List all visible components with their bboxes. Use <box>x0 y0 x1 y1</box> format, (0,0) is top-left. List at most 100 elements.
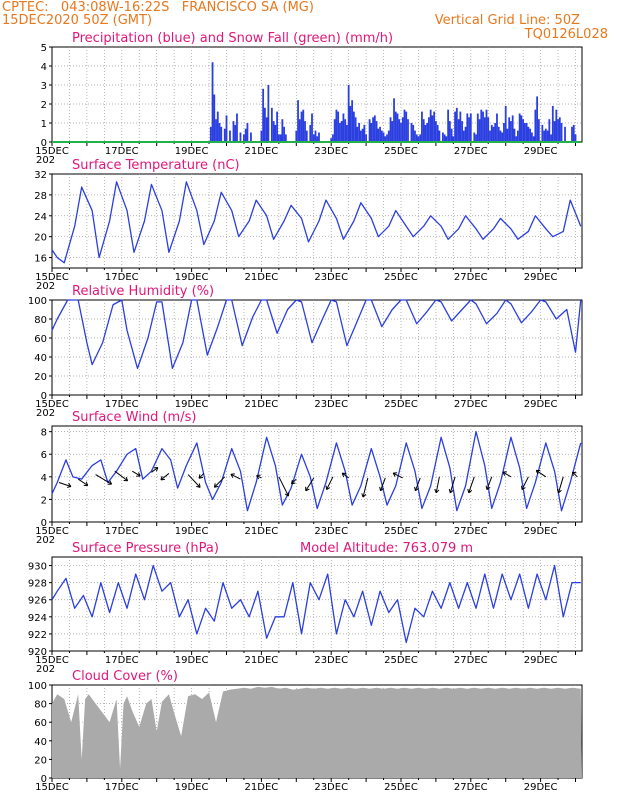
x-date-label: 17DEC <box>105 782 139 793</box>
series-line-humidity <box>51 299 582 370</box>
precip-bar <box>346 124 348 142</box>
x-date-label: 23DEC <box>314 655 348 666</box>
precip-bar <box>431 115 434 142</box>
y-tick-label: 0 <box>41 774 47 785</box>
precip-bar <box>232 121 235 142</box>
precip-bar <box>209 126 212 142</box>
wind-vector <box>435 476 440 493</box>
wind-vector <box>132 470 141 477</box>
wind-vector-head <box>521 485 526 491</box>
wind-vector-head <box>392 472 398 477</box>
precip-bar <box>469 113 472 142</box>
precip-bar <box>558 117 561 142</box>
x-date-label: 27DEC <box>454 782 488 793</box>
precip-bar <box>283 126 285 142</box>
wind-vector-head <box>485 485 491 491</box>
precip-bar <box>447 109 450 142</box>
x-date-label: 21DEC <box>245 272 279 283</box>
precip-bar <box>394 111 397 142</box>
x-date-label: 27DEC <box>454 272 488 283</box>
wind-vector-head <box>66 483 72 488</box>
precip-bar <box>263 107 266 142</box>
wind-vector-head <box>230 473 235 478</box>
precip-bar <box>572 124 575 142</box>
precip-bar <box>218 123 221 142</box>
precip-bar <box>544 128 547 142</box>
precip-bar <box>363 124 366 142</box>
precip-bar <box>277 134 280 142</box>
wind-vector-head <box>467 488 473 494</box>
precip-bar <box>448 121 451 142</box>
y-tick-label: 926 <box>28 596 47 607</box>
precip-bar <box>478 119 481 142</box>
x-date-label: 27DEC <box>454 399 488 410</box>
y-tick-label: 928 <box>28 579 47 590</box>
x-date-label: 25DEC <box>384 782 418 793</box>
precip-bar <box>457 119 460 142</box>
precip-bar <box>438 130 441 142</box>
y-tick-label: 20 <box>34 372 47 383</box>
precip-bar <box>373 115 376 142</box>
precip-bar <box>316 136 319 142</box>
y-tick-label: 2 <box>41 495 47 506</box>
wind-vector <box>468 476 475 493</box>
x-date-label: 23DEC <box>314 146 348 157</box>
wind-vector-head <box>136 472 141 477</box>
precip-bar <box>555 109 558 142</box>
precip-bar <box>441 132 444 142</box>
wind-vector <box>58 481 72 487</box>
precip-bar <box>529 128 532 142</box>
precip-bar <box>468 117 470 142</box>
precip-bar <box>300 111 303 142</box>
precip-bar <box>527 126 530 142</box>
panel-temperature: 16 20 24 28 32 15DEC 17DEC 19DEC 21DEC 23DEC 25DEC… <box>34 158 583 292</box>
precip-bar <box>454 111 456 142</box>
y-tick-label: 28 <box>34 191 47 202</box>
header-run-date: 15DEC2020 50Z (GMT) <box>2 13 153 28</box>
panel-frame <box>51 556 583 652</box>
precip-bar <box>234 124 237 142</box>
precip-bar <box>332 134 334 142</box>
y-tick-label: 922 <box>28 630 47 641</box>
x-year-label: 202 <box>36 155 55 166</box>
wind-vector <box>291 478 297 485</box>
x-date-label: 19DEC <box>175 146 209 157</box>
precip-bar <box>548 119 551 142</box>
y-tick-label: 1 <box>41 119 47 130</box>
precip-bar <box>342 113 345 142</box>
x-date-label: 15DEC <box>35 526 69 537</box>
x-date-label: 17DEC <box>105 146 139 157</box>
x-date-label: 29DEC <box>524 272 558 283</box>
y-tick-label: 40 <box>34 353 47 364</box>
wind-vector <box>486 476 493 490</box>
precip-bar <box>379 126 381 142</box>
series-line-pressure <box>51 564 581 644</box>
precip-bar <box>274 124 277 142</box>
precip-bar <box>220 126 223 142</box>
precip-bar <box>487 117 490 142</box>
precip-bar <box>243 134 245 142</box>
wind-vector-head <box>502 471 507 476</box>
x-date-label: 21DEC <box>245 655 279 666</box>
precip-bar <box>497 126 500 142</box>
wind-vector <box>214 476 226 488</box>
precip-bar <box>236 113 238 142</box>
precip-bar <box>517 130 519 142</box>
wind-vector <box>95 474 112 485</box>
x-date-label: 25DEC <box>384 655 418 666</box>
y-tick-label: 24 <box>34 212 47 223</box>
precip-bar <box>436 124 439 142</box>
precip-bar <box>534 109 537 142</box>
precip-bar <box>520 115 523 142</box>
precip-bar <box>211 62 214 143</box>
precip-bar <box>375 121 378 142</box>
x-year-label: 202 <box>36 535 55 546</box>
y-tick-label: 20 <box>34 755 47 766</box>
wind-vector-head <box>556 488 562 494</box>
precip-bar <box>260 130 263 142</box>
precip-bar <box>229 130 231 142</box>
precip-bar <box>311 113 313 142</box>
x-date-label: 27DEC <box>454 526 488 537</box>
precip-bar <box>560 123 563 142</box>
